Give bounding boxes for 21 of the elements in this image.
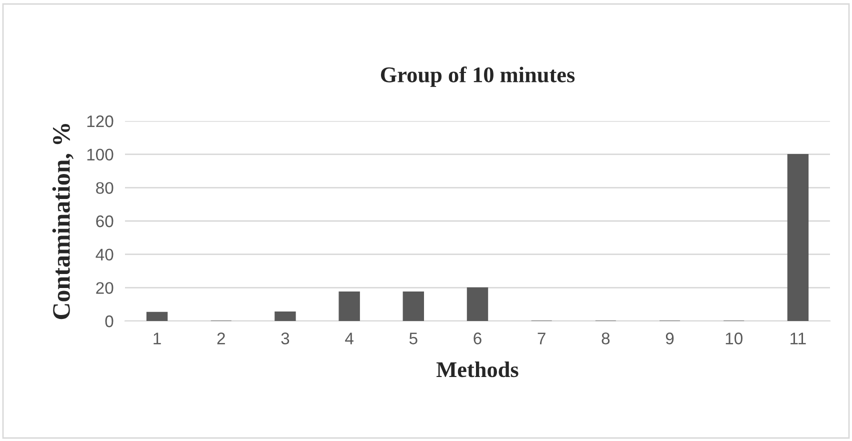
chart-title: Group of 10 minutes [380,66,575,87]
y-tick-label: 80 [96,182,114,194]
x-tick-label: 3 [281,332,290,344]
y-tick-label: 20 [96,282,114,294]
x-tick-label: 8 [602,332,610,344]
y-tick-label: 100 [87,148,114,161]
x-tick-label: 10 [726,332,742,344]
y-tick-label: 40 [96,248,114,261]
y-tick-label: 120 [87,115,114,128]
x-axis-title: Methods [436,362,518,378]
y-tick-label: 60 [96,215,114,228]
x-tick-label: 7 [538,332,546,344]
y-axis-title: Contamination, % [52,124,74,320]
x-tick-label: 6 [474,332,482,344]
x-tick-label: 5 [409,332,418,344]
x-tick-label: 4 [345,332,354,344]
x-tick-label: 9 [666,332,674,344]
x-tick-label: 11 [790,332,806,344]
x-tick-label: 1 [154,332,161,344]
y-tick-label: 0 [105,315,114,328]
x-tick-label: 2 [217,332,225,344]
